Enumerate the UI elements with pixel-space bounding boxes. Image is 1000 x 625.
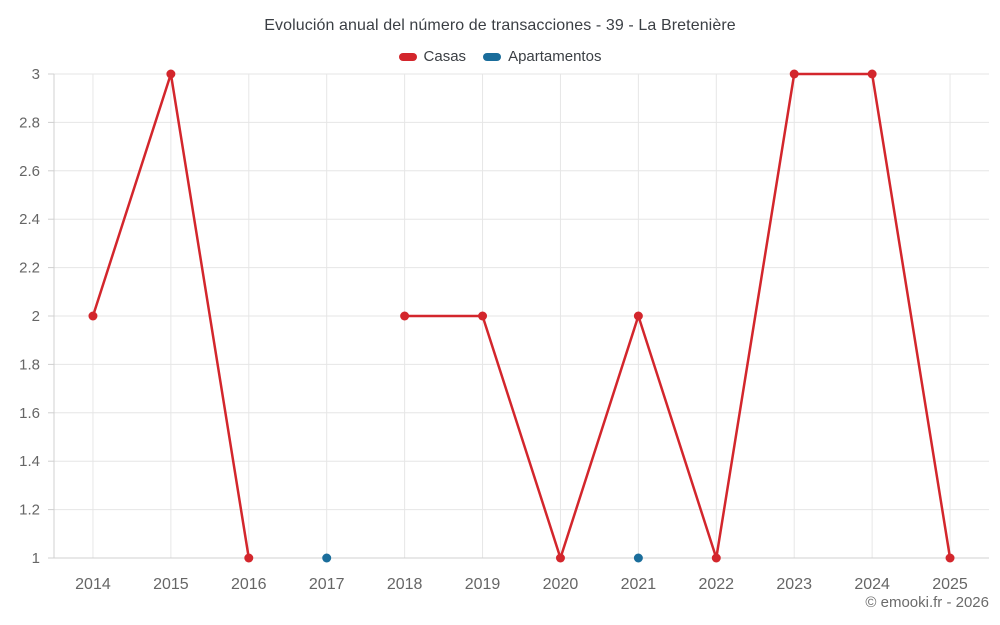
x-axis-label: 2021 [621, 576, 657, 593]
y-axis-label: 2.2 [19, 260, 40, 277]
series-line-casas [403, 72, 952, 560]
copyright-footer: © emooki.fr - 2026 [865, 594, 989, 611]
y-axis-label: 2.4 [19, 211, 40, 228]
data-point-apartamentos-2021[interactable] [633, 553, 643, 563]
y-axis-label: 1.4 [19, 453, 40, 470]
data-point-casas-2024[interactable] [867, 69, 877, 79]
legend-swatch-casas [398, 52, 417, 61]
data-point-casas-2016[interactable] [244, 553, 254, 563]
x-axis-label: 2017 [309, 576, 345, 593]
x-axis-label: 2020 [543, 576, 579, 593]
x-axis-label: 2024 [854, 576, 890, 593]
legend: Casas Apartamentos [0, 48, 1000, 65]
data-point-casas-2020[interactable] [555, 553, 565, 563]
x-axis-label: 2015 [153, 576, 189, 593]
y-axis-label: 2.6 [19, 163, 40, 180]
x-axis-label: 2023 [776, 576, 812, 593]
x-axis-label: 2019 [465, 576, 501, 593]
data-point-casas-2018[interactable] [400, 311, 410, 321]
x-axis-label: 2025 [932, 576, 968, 593]
legend-swatch-apartamentos [483, 52, 502, 61]
data-point-casas-2014[interactable] [88, 311, 98, 321]
x-axis-label: 2016 [231, 576, 267, 593]
data-point-casas-2022[interactable] [711, 553, 721, 563]
y-axis-label: 1.6 [19, 405, 40, 422]
y-axis-label: 1.8 [19, 356, 40, 373]
y-axis-label: 2 [32, 308, 40, 325]
chart-title: Evolución anual del número de transaccio… [264, 17, 736, 34]
legend-label-casas: Casas [423, 48, 467, 65]
y-axis-label: 2.8 [19, 114, 40, 131]
data-point-casas-2021[interactable] [633, 311, 643, 321]
y-axis-label: 1 [32, 550, 40, 567]
legend-label-apartamentos: Apartamentos [508, 48, 602, 65]
data-point-casas-2019[interactable] [478, 311, 488, 321]
data-point-apartamentos-2017[interactable] [322, 553, 332, 563]
y-axis-label: 1.2 [19, 502, 40, 519]
data-point-casas-2025[interactable] [945, 553, 955, 563]
y-axis-label: 3 [32, 66, 40, 83]
legend-item-casas[interactable]: Casas [398, 48, 467, 65]
x-axis-label: 2014 [75, 576, 111, 593]
legend-item-apartamentos[interactable]: Apartamentos [483, 48, 601, 65]
x-axis-label: 2022 [698, 576, 734, 593]
x-axis-label: 2018 [387, 576, 423, 593]
data-point-casas-2015[interactable] [166, 69, 176, 79]
data-point-casas-2023[interactable] [789, 69, 799, 79]
